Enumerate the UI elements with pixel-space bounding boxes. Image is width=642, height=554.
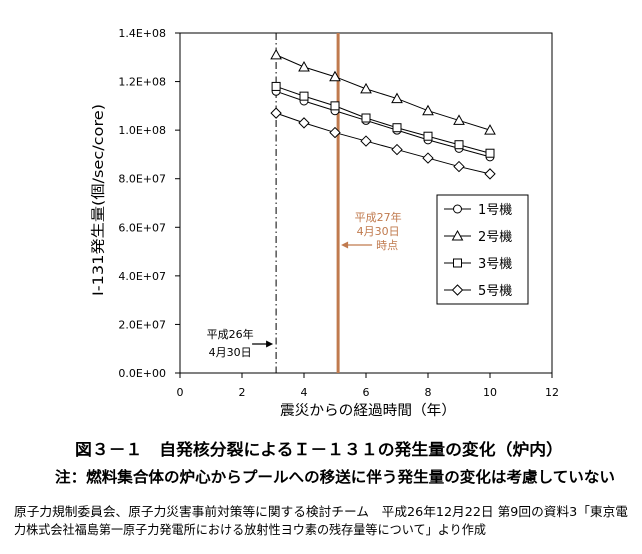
series-2-point-8 [484, 124, 496, 135]
series-2-point-6 [422, 104, 434, 116]
series-2-line [275, 54, 491, 131]
series-2-point-1 [270, 48, 282, 60]
reference-line-1-arrowhead [266, 340, 274, 348]
series-4-point-5 [391, 143, 403, 156]
y-tick-label: 1.2E+08 [118, 76, 166, 89]
series-3-point-4 [361, 113, 371, 123]
reference-line-1-label: 平成26年 [207, 327, 254, 341]
series-2-point-5 [391, 92, 403, 104]
series-2-point-2 [298, 60, 310, 72]
legend-label: 3号機 [478, 257, 512, 272]
legend: 1号機 2号機 3号機 5号機 [436, 194, 529, 305]
y-tick-label: 6.0E+07 [118, 221, 166, 234]
series-3-point-6 [423, 131, 433, 141]
series-4-point-4 [360, 135, 372, 147]
reference-line-2-label: 時点 [376, 239, 398, 252]
x-tick-label: 10 [483, 386, 497, 399]
legend-marker-circle [453, 204, 462, 214]
x-axis-title: 震災からの経過時間（年） [280, 403, 456, 419]
series-3-point-1 [271, 81, 281, 91]
legend-entry-1: 1号機 [444, 203, 512, 218]
figure-note: 注：燃料集合体の炉心からプールへの移送に伴う発生量の変化は考慮していない [55, 468, 615, 486]
series-2-point-4 [360, 82, 372, 94]
y-tick-label: 8.0E+07 [118, 173, 166, 186]
series-3-point-2 [299, 91, 309, 101]
legend-marker-diamond [451, 284, 464, 296]
y-tick-label: 1.4E+08 [118, 27, 166, 40]
series-4-point-8 [484, 168, 496, 180]
series-4-point-3 [329, 126, 341, 139]
reference-line-1-label: 4月30日 [209, 346, 252, 359]
series-2-point-3 [329, 70, 341, 82]
x-tick-label: 6 [363, 386, 370, 399]
legend-entry-2: 2号機 [444, 229, 512, 245]
legend-entry-3: 3号機 [444, 257, 512, 272]
series-3-point-7 [454, 140, 464, 150]
legend-marker-triangle [451, 229, 464, 241]
source-line-2: 力株式会社福島第一原子力発電所における放射性ヨウ素の残存量等について」より作成 [14, 522, 486, 537]
y-tick-label: 0.0E+00 [118, 367, 166, 380]
x-tick-label: 8 [425, 386, 432, 399]
series-1-line [275, 90, 491, 158]
legend-label: 5号機 [478, 284, 512, 299]
series-3-point-5 [392, 123, 402, 133]
series-4-point-6 [422, 152, 434, 164]
y-tick-label: 4.0E+07 [118, 270, 166, 283]
source-line-1: 原子力規制委員会、原子力災害事前対策等に関する検討チーム 平成26年12月22日… [14, 504, 628, 519]
reference-line-2-label: 平成27年 [355, 210, 402, 224]
series-4-point-7 [453, 160, 465, 173]
legend-entry-4: 5号機 [444, 284, 512, 299]
y-axis-title: I-131発生量(個/sec/core) [91, 104, 107, 296]
x-tick-label: 0 [177, 386, 184, 399]
legend-box [436, 194, 529, 305]
series-3-point-8 [485, 148, 495, 158]
x-tick-label: 4 [301, 386, 308, 399]
legend-label: 1号機 [478, 203, 512, 218]
series-3-point-3 [330, 101, 340, 111]
y-tick-label: 2.0E+07 [118, 318, 166, 331]
x-tick-label: 2 [239, 386, 246, 399]
figure-caption: 図３－１ 自発核分裂によるＩ－１３１の発生量の変化（炉内） [75, 440, 563, 459]
reference-line-2-arrowhead [341, 241, 349, 249]
legend-marker-square [453, 258, 462, 268]
series-2-point-7 [453, 114, 465, 125]
reference-line-2-label: 4月30日 [357, 225, 400, 238]
series-3-line [275, 85, 491, 154]
series-4-point-2 [298, 117, 310, 129]
legend-label: 2号機 [478, 230, 512, 245]
x-tick-label: 12 [545, 386, 559, 399]
series-4-point-1 [270, 107, 282, 119]
y-tick-label: 1.0E+08 [118, 124, 166, 137]
series-4-line [275, 112, 491, 175]
